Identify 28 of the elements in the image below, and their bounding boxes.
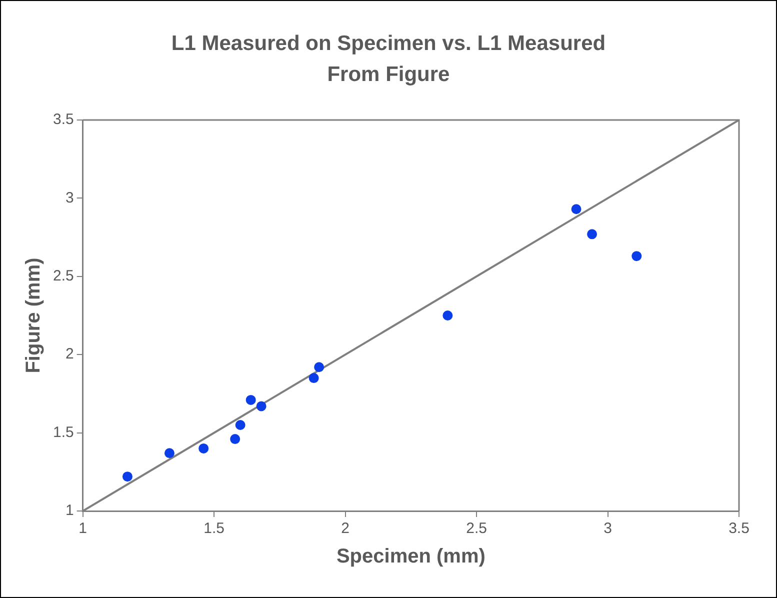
y-tick-label: 1 xyxy=(66,502,74,520)
y-axis-title: Figure (mm) xyxy=(22,258,45,374)
point xyxy=(230,434,240,444)
y-tick-label: 3 xyxy=(66,189,74,206)
point xyxy=(256,401,266,412)
chart-title: L1 Measured on Specimen vs. L1 Measured From Figure xyxy=(170,31,607,88)
point xyxy=(442,310,453,320)
point xyxy=(632,251,642,262)
y-tick-label: 2 xyxy=(66,346,74,363)
point xyxy=(235,420,246,430)
x-tick-label: 1.5 xyxy=(204,520,225,538)
x-tick-label: 3 xyxy=(604,520,612,538)
y-tick-label: 1.5 xyxy=(52,424,74,441)
y-tick-label: 3.5 xyxy=(52,111,74,128)
y-tick-label: 2.5 xyxy=(52,268,74,285)
point xyxy=(164,448,174,458)
point xyxy=(198,443,209,454)
x-tick-label: 1 xyxy=(78,520,88,538)
point xyxy=(571,204,582,214)
point xyxy=(314,362,324,372)
x-tick-label: 3.5 xyxy=(728,520,750,538)
point xyxy=(587,229,598,240)
point xyxy=(308,373,319,384)
point xyxy=(122,472,132,482)
x-tick-label: 2 xyxy=(341,520,350,538)
x-axis-title: Specimen (mm) xyxy=(336,546,486,568)
x-tick-label: 2.5 xyxy=(466,520,487,538)
point xyxy=(246,394,256,405)
